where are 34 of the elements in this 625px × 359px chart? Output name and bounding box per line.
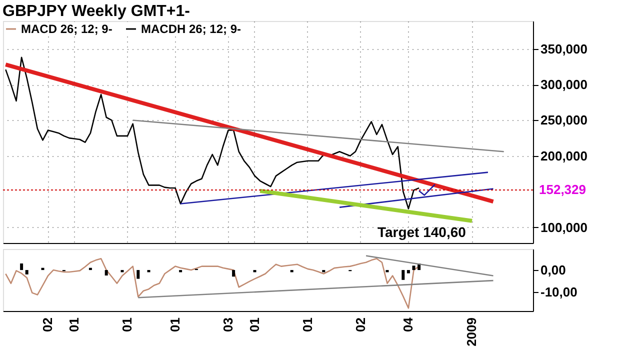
y-tick-label: 350,000 — [540, 41, 588, 56]
x-tick-label: 01 — [246, 318, 262, 332]
bar — [412, 266, 416, 270]
x-tick-label: 2009 — [464, 318, 480, 346]
bar — [88, 268, 92, 270]
bar — [41, 268, 44, 270]
x-tick-label: 01 — [120, 318, 135, 332]
bar — [232, 270, 236, 277]
annotation: Target 140,60 — [377, 224, 466, 240]
y-tick-label: 100,000 — [540, 220, 588, 235]
y-tick-label: -10,00 — [540, 284, 578, 300]
x-tick-label: 01 — [300, 318, 315, 332]
bar — [104, 270, 108, 276]
chart-title: GBPJPY Weekly GMT+1- — [2, 3, 190, 20]
bar — [136, 270, 140, 279]
line-series — [5, 258, 420, 309]
y-tick-label: 0,00 — [540, 262, 566, 278]
legend-label: MACDH 26; 12; 9- — [141, 22, 242, 36]
x-tick-label: 03 — [220, 318, 236, 332]
x-tick-label: 04 — [400, 316, 416, 332]
y-tick-label: 250,000 — [540, 112, 588, 128]
y-tick-label: 300,000 — [540, 77, 588, 92]
x-tick-label: 02 — [40, 318, 56, 332]
x-tick-label: 01 — [66, 318, 82, 332]
bar — [406, 270, 410, 274]
line-series — [5, 56, 420, 210]
x-tick-label: 01 — [167, 318, 182, 332]
legend-label: MACD 26; 12; 9- — [21, 22, 112, 36]
x-tick-label: 02 — [352, 318, 368, 332]
bar — [20, 263, 24, 270]
bar — [25, 270, 28, 274]
y-tick-label: 200,000 — [540, 148, 588, 164]
bar — [402, 270, 405, 280]
ref-line-label: 152,329 — [539, 182, 586, 197]
